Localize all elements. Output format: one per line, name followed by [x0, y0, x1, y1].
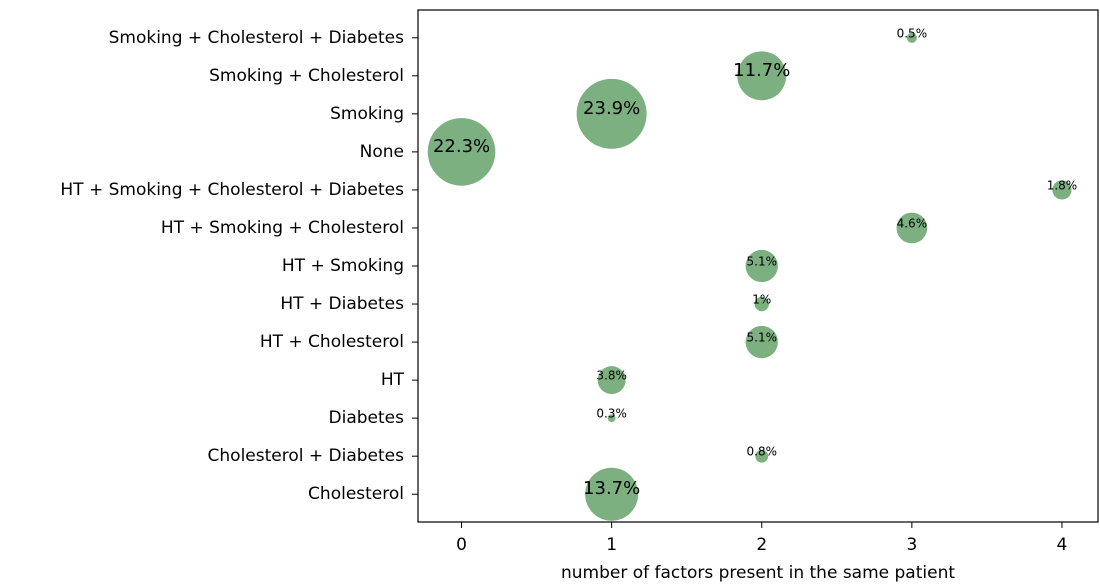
- data-label: 0.5%: [897, 26, 928, 40]
- bubble: [576, 78, 647, 149]
- data-label: 0.3%: [596, 407, 627, 421]
- data-label: 23.9%: [583, 98, 640, 119]
- bubble: [906, 32, 917, 43]
- bubble: [737, 51, 787, 101]
- y-tick-label: HT + Smoking + Cholesterol: [161, 218, 404, 238]
- y-tick-label: Cholesterol: [308, 484, 404, 504]
- bubble: [1052, 180, 1072, 200]
- x-tick-label: 0: [456, 535, 467, 555]
- x-tick-label: 3: [906, 535, 917, 555]
- bubble: [745, 325, 778, 359]
- data-label: 5.1%: [747, 331, 778, 345]
- data-label: 5.1%: [747, 255, 778, 269]
- y-tick-label: Cholesterol + Diabetes: [208, 446, 405, 466]
- bubble: [607, 414, 616, 423]
- data-label: 13.7%: [583, 478, 640, 499]
- bubble: [755, 449, 769, 463]
- y-tick-label: HT: [381, 370, 405, 390]
- data-label: 11.7%: [733, 60, 790, 81]
- x-tick-label: 4: [1057, 535, 1068, 555]
- data-label: 1.8%: [1047, 178, 1078, 192]
- data-label: 22.3%: [433, 136, 490, 157]
- data-label: 1%: [752, 293, 771, 307]
- y-tick-label: Smoking + Cholesterol: [209, 66, 404, 86]
- y-tick-label: Diabetes: [329, 408, 405, 428]
- x-axis-label: number of factors present in the same pa…: [561, 563, 955, 583]
- data-label: 4.6%: [897, 216, 928, 230]
- bubble: [585, 467, 639, 521]
- bubble: [896, 212, 928, 244]
- y-tick-label: Smoking + Cholesterol + Diabetes: [109, 28, 405, 48]
- x-tick-label: 2: [756, 535, 767, 555]
- y-tick-label: HT + Cholesterol: [260, 332, 404, 352]
- y-tick-label: HT + Smoking: [282, 256, 404, 276]
- bubble: [745, 249, 778, 283]
- bubble: [427, 118, 496, 186]
- y-tick-label: Smoking: [330, 104, 404, 124]
- x-tick-label: 1: [606, 535, 617, 555]
- data-label: 0.8%: [747, 445, 778, 459]
- bubble: [754, 296, 769, 312]
- y-tick-label: HT + Diabetes: [280, 294, 404, 314]
- y-tick-label: HT + Smoking + Cholesterol + Diabetes: [60, 180, 404, 200]
- data-label: 3.8%: [596, 369, 627, 383]
- y-tick-label: None: [360, 142, 404, 162]
- bubble: [597, 366, 626, 395]
